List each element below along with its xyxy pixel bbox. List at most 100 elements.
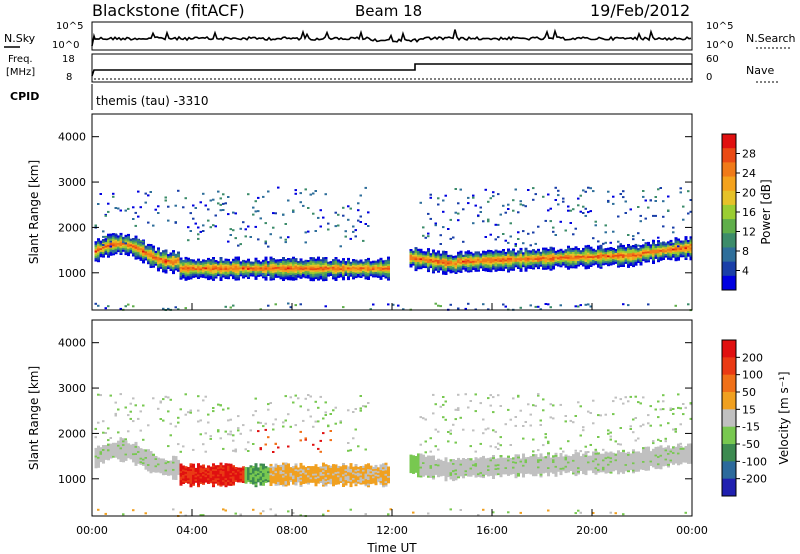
heatmap-cell [234, 450, 237, 453]
heatmap-cell [292, 209, 295, 212]
heatmap-cell [279, 262, 283, 265]
heatmap-cell [314, 473, 318, 476]
heatmap-cell [442, 471, 445, 475]
heatmap-cell [474, 269, 478, 272]
heatmap-cell [197, 274, 200, 278]
heatmap-cell [509, 444, 512, 446]
heatmap-cell [244, 266, 248, 269]
heatmap-cell [169, 261, 173, 264]
heatmap-cell [684, 243, 688, 246]
heatmap-cell [387, 470, 390, 473]
heatmap-cell [124, 236, 128, 239]
heatmap-cell [169, 422, 172, 425]
heatmap-cell [254, 275, 258, 279]
heatmap-cell [489, 462, 493, 465]
heatmap-cell [584, 263, 588, 266]
heatmap-cell [119, 242, 123, 245]
heatmap-cell [109, 449, 113, 452]
heatmap-cell [449, 262, 453, 265]
heatmap-cell [479, 462, 483, 465]
heatmap-cell [439, 465, 443, 468]
heatmap-cell [297, 266, 300, 269]
heatmap-cell [684, 254, 688, 257]
heatmap-cell [419, 443, 422, 446]
heatmap-cell [317, 265, 320, 268]
heatmap-cell [499, 460, 503, 463]
heatmap-cell [257, 472, 260, 475]
heatmap-cell [429, 258, 433, 261]
heatmap-cell [672, 246, 675, 249]
heatmap-cell [512, 261, 515, 264]
heatmap-cell [239, 476, 243, 479]
colorbar-segment [722, 204, 736, 220]
heatmap-cell [614, 250, 618, 253]
heatmap-cell [199, 469, 203, 472]
heatmap-cell [437, 448, 440, 451]
heatmap-cell [634, 256, 638, 259]
heatmap-cell [219, 484, 223, 487]
heatmap-cell [327, 228, 330, 231]
heatmap-cell [139, 429, 142, 432]
heatmap-cell [629, 254, 633, 257]
heatmap-cell [199, 266, 203, 269]
heatmap-cell [134, 441, 138, 445]
heatmap-cell [197, 409, 200, 412]
heatmap-cell [354, 272, 358, 275]
heatmap-cell [559, 220, 562, 223]
heatmap-cell [217, 273, 220, 277]
heatmap-cell [179, 481, 183, 484]
heatmap-cell [209, 479, 213, 482]
heatmap-cell [102, 445, 105, 448]
heatmap-cell [379, 482, 383, 485]
heatmap-cell [539, 253, 543, 256]
heatmap-cell [177, 256, 180, 260]
heatmap-cell [579, 253, 583, 256]
heatmap-cell [287, 445, 290, 448]
heatmap-cell [644, 247, 648, 250]
heatmap-cell [374, 260, 378, 263]
heatmap-cell [222, 275, 225, 278]
heatmap-cell [497, 268, 500, 271]
heatmap-cell [514, 257, 518, 260]
heatmap-cell [459, 258, 463, 261]
heatmap-cell [184, 269, 188, 272]
heatmap-cell [142, 261, 145, 264]
heatmap-cell [102, 455, 105, 459]
heatmap-cell [194, 260, 198, 263]
heatmap-cell [342, 463, 345, 466]
heatmap-cell [229, 274, 233, 277]
heatmap-cell [532, 250, 535, 254]
heatmap-cell [277, 467, 280, 470]
heatmap-cell [244, 264, 248, 267]
heatmap-cell [477, 265, 480, 269]
heatmap-cell [504, 470, 508, 473]
heatmap-cell [467, 259, 470, 262]
heatmap-cell [232, 258, 235, 261]
heatmap-cell [459, 250, 463, 253]
heatmap-cell [582, 189, 585, 192]
heatmap-cell [132, 206, 135, 209]
heatmap-cell [287, 259, 290, 262]
heatmap-cell [344, 266, 348, 269]
heatmap-cell [367, 211, 370, 214]
heatmap-cell [552, 263, 555, 266]
heatmap-cell [257, 474, 260, 477]
heatmap-cell [237, 271, 240, 274]
heatmap-cell [364, 275, 368, 278]
heatmap-cell [414, 461, 418, 464]
heatmap-cell [152, 252, 155, 255]
heatmap-cell [579, 250, 583, 253]
heatmap-cell [282, 482, 285, 485]
velocity-heatmap [94, 393, 693, 517]
heatmap-cell [494, 251, 498, 254]
heatmap-cell [189, 472, 193, 475]
heatmap-cell [689, 249, 693, 252]
heatmap-cell [199, 479, 203, 483]
heatmap-cell [657, 240, 660, 243]
heatmap-cell [684, 250, 688, 253]
heatmap-cell [414, 466, 418, 470]
heatmap-cell [214, 470, 218, 473]
heatmap-cell [424, 462, 428, 465]
heatmap-cell [122, 458, 125, 461]
heatmap-cell [222, 447, 225, 450]
